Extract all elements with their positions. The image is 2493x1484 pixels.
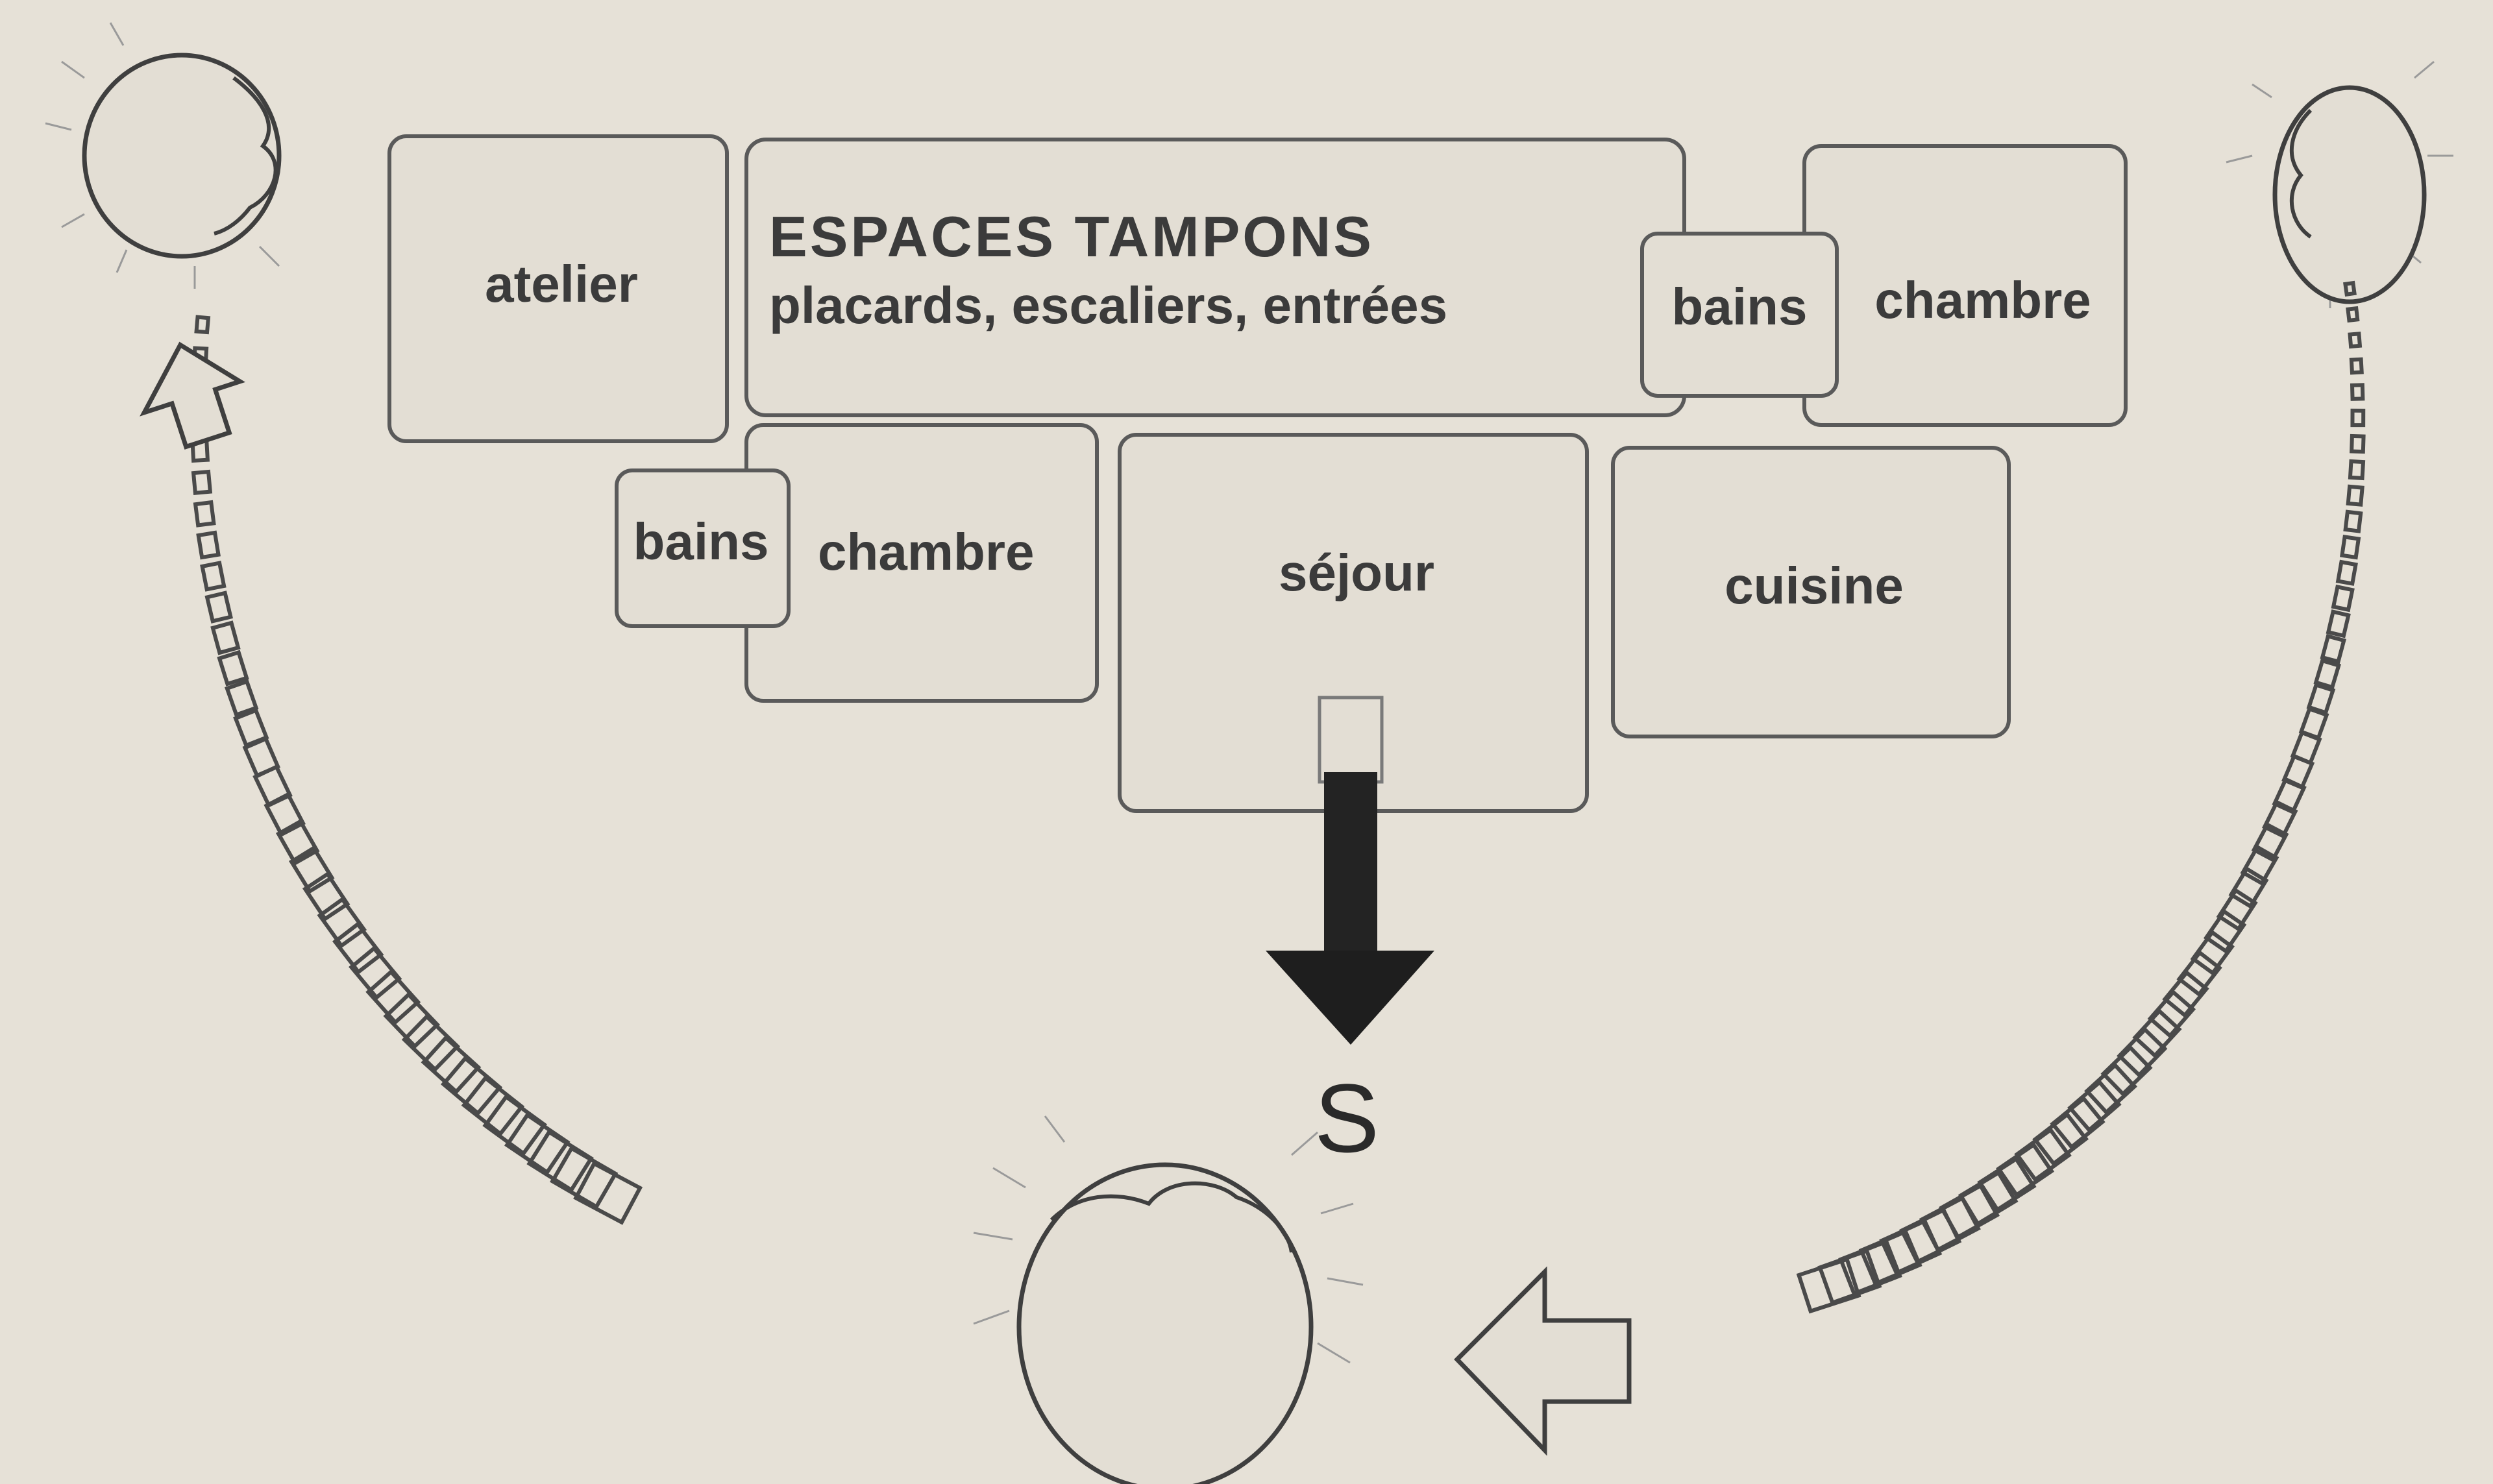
sun-path-dot xyxy=(2331,584,2355,613)
cuisine-label: cuisine xyxy=(1725,557,1904,614)
room-chambre-bottom: chambre xyxy=(744,423,1099,703)
sun-path-dot xyxy=(2320,633,2346,664)
south-label: S xyxy=(1314,1064,1379,1173)
sun-path-dot xyxy=(2348,332,2363,349)
sun-path-dot xyxy=(2117,1027,2168,1078)
sun-path-dot xyxy=(2340,535,2361,560)
sun-path-dot xyxy=(2100,1045,2153,1097)
sun-path-dot xyxy=(365,969,421,1025)
sun-path-dot xyxy=(2343,509,2363,533)
sun-path-dot xyxy=(2032,1112,2089,1167)
sun-path-dot xyxy=(504,1112,571,1175)
sun-path-dot xyxy=(2350,408,2366,428)
sun-path-dot xyxy=(401,1014,461,1073)
sun-path-dot xyxy=(2272,777,2307,815)
sun-path-dot xyxy=(2251,821,2289,863)
sun-path-dot xyxy=(194,315,211,335)
sun-path-dot xyxy=(2132,1008,2182,1059)
room-bains-top: bains xyxy=(1640,232,1839,398)
sun-path-dot xyxy=(2050,1095,2106,1150)
sun-path-dot xyxy=(2014,1127,2072,1183)
sun-path-dot xyxy=(317,896,367,949)
sun-path-dot xyxy=(2350,383,2365,401)
sun-path-dot xyxy=(2335,559,2358,586)
sun-path-dot xyxy=(526,1129,594,1193)
buffer-spaces-subtitle: placards, escaliers, entrées xyxy=(769,276,1447,334)
sun-path-dot xyxy=(210,620,241,655)
sun-path-dot xyxy=(332,921,384,975)
sun-path-dot xyxy=(2067,1079,2122,1133)
sun-path-dot xyxy=(193,500,216,528)
sun-path-dot xyxy=(200,561,227,592)
sun-path-right xyxy=(1796,280,2366,1314)
sun-path-dot xyxy=(349,945,402,1001)
sun-path-dot xyxy=(2349,357,2364,375)
atelier-label: atelier xyxy=(485,255,638,313)
sun-path-dot xyxy=(2313,658,2341,690)
room-chambre-top: chambre xyxy=(1802,144,2128,427)
room-sejour: séjour xyxy=(1118,433,1589,813)
sun-path-dot xyxy=(2216,888,2258,932)
arrow-head-left-icon xyxy=(140,341,245,450)
sun-path-dot xyxy=(2346,306,2360,323)
sun-path-dot xyxy=(550,1145,619,1210)
sun-evening-icon xyxy=(2226,60,2453,308)
sun-path-dot xyxy=(302,871,350,922)
south-arrow xyxy=(1266,696,1434,1045)
sun-path-dot xyxy=(2203,908,2247,954)
sun-path-left xyxy=(190,315,643,1225)
sun-path-dot xyxy=(2162,969,2209,1018)
sun-path-dot xyxy=(275,818,320,866)
sun-path-dot xyxy=(2190,929,2235,976)
sun-path-dot xyxy=(217,650,249,687)
sun-path-dot xyxy=(2262,799,2298,839)
buffer-spaces: ESPACES TAMPONS placards, escaliers, ent… xyxy=(744,138,1686,417)
sun-path-dot xyxy=(204,590,234,624)
sun-path-dot xyxy=(225,679,259,718)
sun-path-dot xyxy=(2176,949,2222,997)
sun-path-dot xyxy=(383,991,441,1049)
sun-path-dot xyxy=(2350,433,2366,454)
bains-bottom-label: bains xyxy=(633,513,769,570)
chambre-top-label: chambre xyxy=(1874,271,2091,329)
arrow-head-right-icon xyxy=(1454,1266,1632,1456)
room-bains-bottom: bains xyxy=(615,468,791,628)
sun-path-dot xyxy=(440,1055,503,1116)
sun-path-dot xyxy=(2348,459,2366,481)
sun-path-dot xyxy=(573,1161,643,1225)
sun-path-dot xyxy=(2147,989,2196,1039)
sun-path-dot xyxy=(1796,1257,1861,1314)
chambre-bottom-label: chambre xyxy=(818,523,1034,581)
sun-path-dot xyxy=(421,1035,482,1095)
sun-path-dot xyxy=(252,764,293,809)
sun-path-dot xyxy=(264,792,306,838)
bains-top-label: bains xyxy=(1672,278,1808,335)
sun-path-dot xyxy=(288,845,335,894)
sun-path-dot xyxy=(2326,609,2351,639)
room-atelier: atelier xyxy=(387,134,729,443)
sun-path-dot xyxy=(2240,844,2279,886)
sun-path-dot xyxy=(2343,280,2357,297)
sun-morning-icon xyxy=(45,22,282,289)
room-cuisine: cuisine xyxy=(1611,446,2011,738)
sun-path-dot xyxy=(191,469,213,495)
sun-path-dot xyxy=(2228,866,2269,909)
sejour-label: séjour xyxy=(1279,544,1434,602)
sun-path-dot xyxy=(196,530,221,560)
sun-path-dot xyxy=(482,1094,547,1156)
sun-path-dot xyxy=(461,1075,525,1137)
sun-path-dot xyxy=(2346,484,2364,507)
buffer-spaces-title: ESPACES TAMPONS xyxy=(769,204,1374,269)
sun-noon-icon xyxy=(973,1115,1364,1484)
sun-path-dot xyxy=(2084,1062,2137,1115)
